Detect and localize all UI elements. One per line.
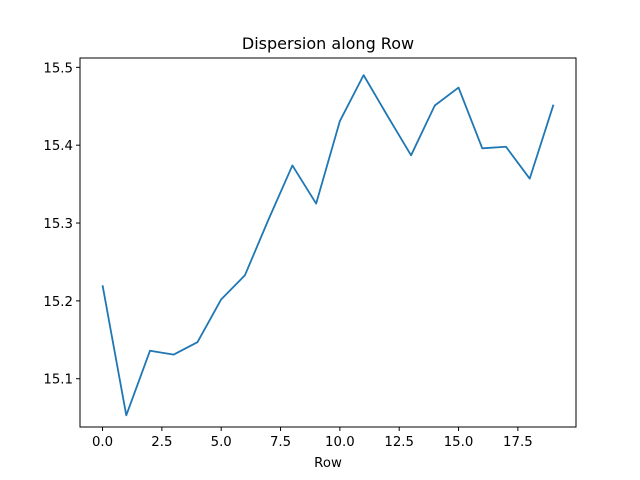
axes-frame [79, 57, 577, 428]
y-tick-label: 15.5 [43, 61, 73, 76]
x-tick-label: 10.0 [325, 435, 355, 450]
series-line-0 [101, 74, 555, 417]
x-axis-label: Row [314, 456, 342, 471]
x-tick-label: 15.0 [444, 435, 474, 450]
x-tick-label: 2.5 [151, 435, 172, 450]
plot-area [101, 74, 555, 417]
x-tick-label: 17.5 [503, 435, 533, 450]
x-tick-label: 5.0 [211, 435, 232, 450]
chart-title: Dispersion along Row [242, 34, 414, 53]
y-tick-label: 15.3 [43, 217, 73, 232]
y-tick-label: 15.1 [43, 373, 73, 388]
y-tick-label: 15.2 [43, 295, 73, 310]
y-tick-label: 15.4 [43, 139, 73, 154]
x-tick-label: 7.5 [270, 435, 291, 450]
x-tick-label: 0.0 [92, 435, 113, 450]
x-tick-label: 12.5 [384, 435, 414, 450]
x-axis-ticks: 0.0 2.5 5.0 7.5 10.0 12.5 15.0 17.5 [92, 427, 533, 450]
y-axis-ticks: 15.1 15.2 15.3 15.4 15.5 [43, 61, 80, 388]
